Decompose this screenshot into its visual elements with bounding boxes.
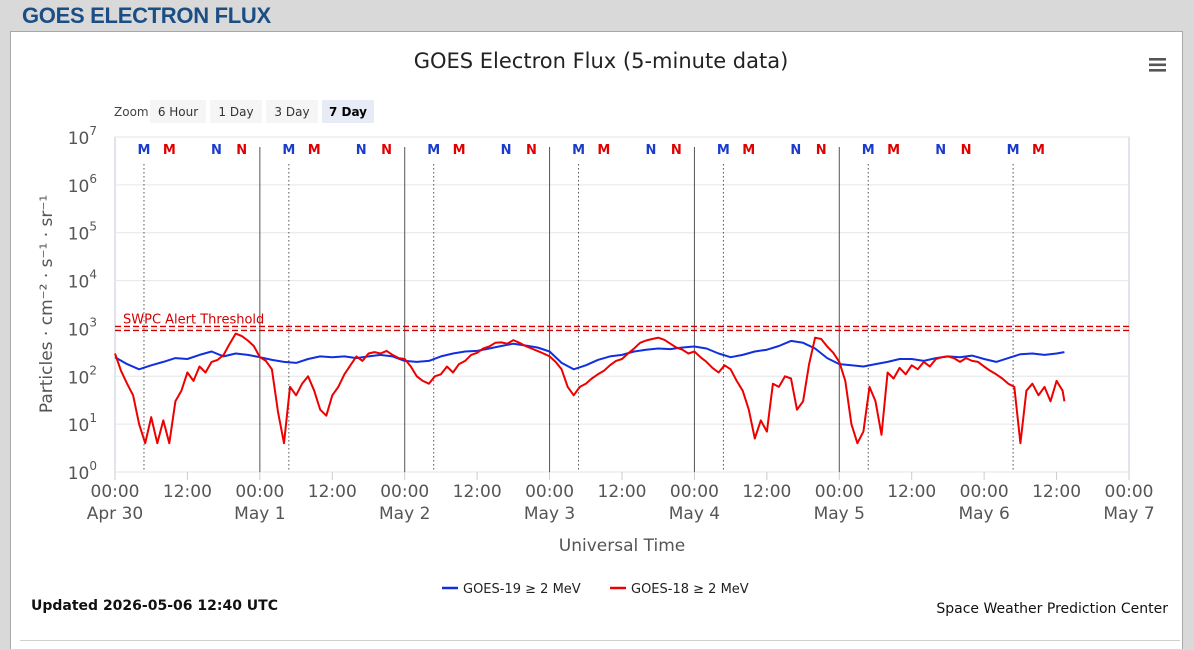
x-tick-time-label: 00:00 [670,482,719,502]
y-tick-label: 104 [68,268,97,293]
legend-item-goes-18[interactable]: GOES-18 ≥ 2 MeV [610,582,749,597]
marker-label: N [816,143,827,158]
x-tick-date-label: May 7 [1103,504,1154,524]
marker-label: M [138,143,151,158]
marker-label: M [597,143,610,158]
x-tick-date-label: May 5 [814,504,865,524]
dotted-lines [143,164,1014,472]
marker-label: N [211,143,222,158]
x-tick-date-label: May 1 [234,504,285,524]
x-tick-time-label: 12:00 [308,482,357,502]
credit-text: Space Weather Prediction Center [936,601,1168,617]
y-tick-label: 101 [68,411,97,436]
marker-label: N [961,143,972,158]
x-tick-time-label: 00:00 [960,482,1009,502]
marker-label: M [742,143,755,158]
marker-label: M [282,143,295,158]
marker-label: M [1032,143,1045,158]
x-tick-time-label: 00:00 [1105,482,1154,502]
page-heading: GOES ELECTRON FLUX [22,3,271,28]
marker-label: N [671,143,682,158]
x-tick-date-label: May 6 [958,504,1009,524]
x-tick-date-label: May 4 [669,504,720,524]
series-line-goes-18 [114,332,1066,445]
x-tick-time-label: 00:00 [380,482,429,502]
chart-title: GOES Electron Flux (5-minute data) [414,49,789,73]
marker-label: N [381,143,392,158]
marker-label: N [935,143,946,158]
zoom-button-label: 1 Day [218,105,253,119]
legend-label: GOES-18 ≥ 2 MeV [631,582,749,597]
x-tick-date-label: May 2 [379,504,430,524]
y-axis: 100 101 102 103 104 105 106 107 [68,124,97,484]
bottom-divider [20,640,1180,641]
x-tick-time-label: 12:00 [1032,482,1081,502]
marker-label: M [308,143,321,158]
marker-label: M [1007,143,1020,158]
marker-label: M [862,143,875,158]
marker-label: N [356,143,367,158]
legend-item-goes-19[interactable]: GOES-19 ≥ 2 MeV [442,582,581,597]
marker-label: N [526,143,537,158]
zoom-button-6-hour[interactable]: 6 Hour [150,100,206,123]
y-tick-label: 107 [68,124,97,149]
marker-label: M [717,143,730,158]
marker-label: M [163,143,176,158]
x-tick-time-label: 00:00 [815,482,864,502]
marker-label: N [236,143,247,158]
legend: GOES-19 ≥ 2 MeV GOES-18 ≥ 2 MeV [442,582,749,597]
zoom-button-label: 3 Day [274,105,309,119]
y-tick-label: 103 [68,315,97,340]
zoom-button-label: 7 Day [329,105,367,119]
updated-timestamp: Updated 2026-05-06 12:40 UTC [31,598,278,614]
x-tick-time-label: 12:00 [742,482,791,502]
x-tick-time-label: 12:00 [163,482,212,502]
marker-label: N [790,143,801,158]
x-tick-date-label: Apr 30 [87,504,143,524]
chart-panel: GOES Electron Flux (5-minute data) Zoom … [10,31,1183,649]
marker-label: N [501,143,512,158]
day-lines [259,147,840,472]
marker-label: M [572,143,585,158]
x-tick-time-label: 12:00 [598,482,647,502]
zoom-button-3-day[interactable]: 3 Day [266,100,318,123]
marker-label: M [427,143,440,158]
x-tick-time-label: 12:00 [887,482,936,502]
y-tick-label: 106 [68,172,97,197]
marker-label: N [646,143,657,158]
x-tick-time-label: 00:00 [235,482,284,502]
alert-threshold: SWPC Alert Threshold [115,312,1129,332]
x-axis-label: Universal Time [559,536,685,556]
zoom-button-1-day[interactable]: 1 Day [210,100,262,123]
series-line-goes-19 [114,339,1065,371]
x-tick-time-label: 00:00 [91,482,140,502]
x-tick-time-label: 00:00 [525,482,574,502]
hamburger-menu-icon[interactable] [1145,57,1171,75]
x-tick-time-label: 12:00 [453,482,502,502]
zoom-label: Zoom [114,105,149,119]
threshold-label: SWPC Alert Threshold [123,312,264,327]
marker-label: M [453,143,466,158]
zoom-button-label: 6 Hour [158,105,198,119]
grid-lines [115,136,1129,473]
x-tick-date-label: May 3 [524,504,575,524]
electron-flux-chart: GOES Electron Flux (5-minute data) Zoom … [37,49,1171,597]
plot-area [114,136,1130,473]
y-tick-label: 105 [68,220,97,245]
y-axis-label: Particles · cm⁻² · s⁻¹ · sr⁻¹ [37,195,57,413]
zoom-button-7-day[interactable]: 7 Day [322,100,374,123]
y-tick-label: 102 [68,363,97,388]
marker-label: M [887,143,900,158]
y-tick-label: 100 [68,459,97,484]
legend-label: GOES-19 ≥ 2 MeV [463,582,581,597]
